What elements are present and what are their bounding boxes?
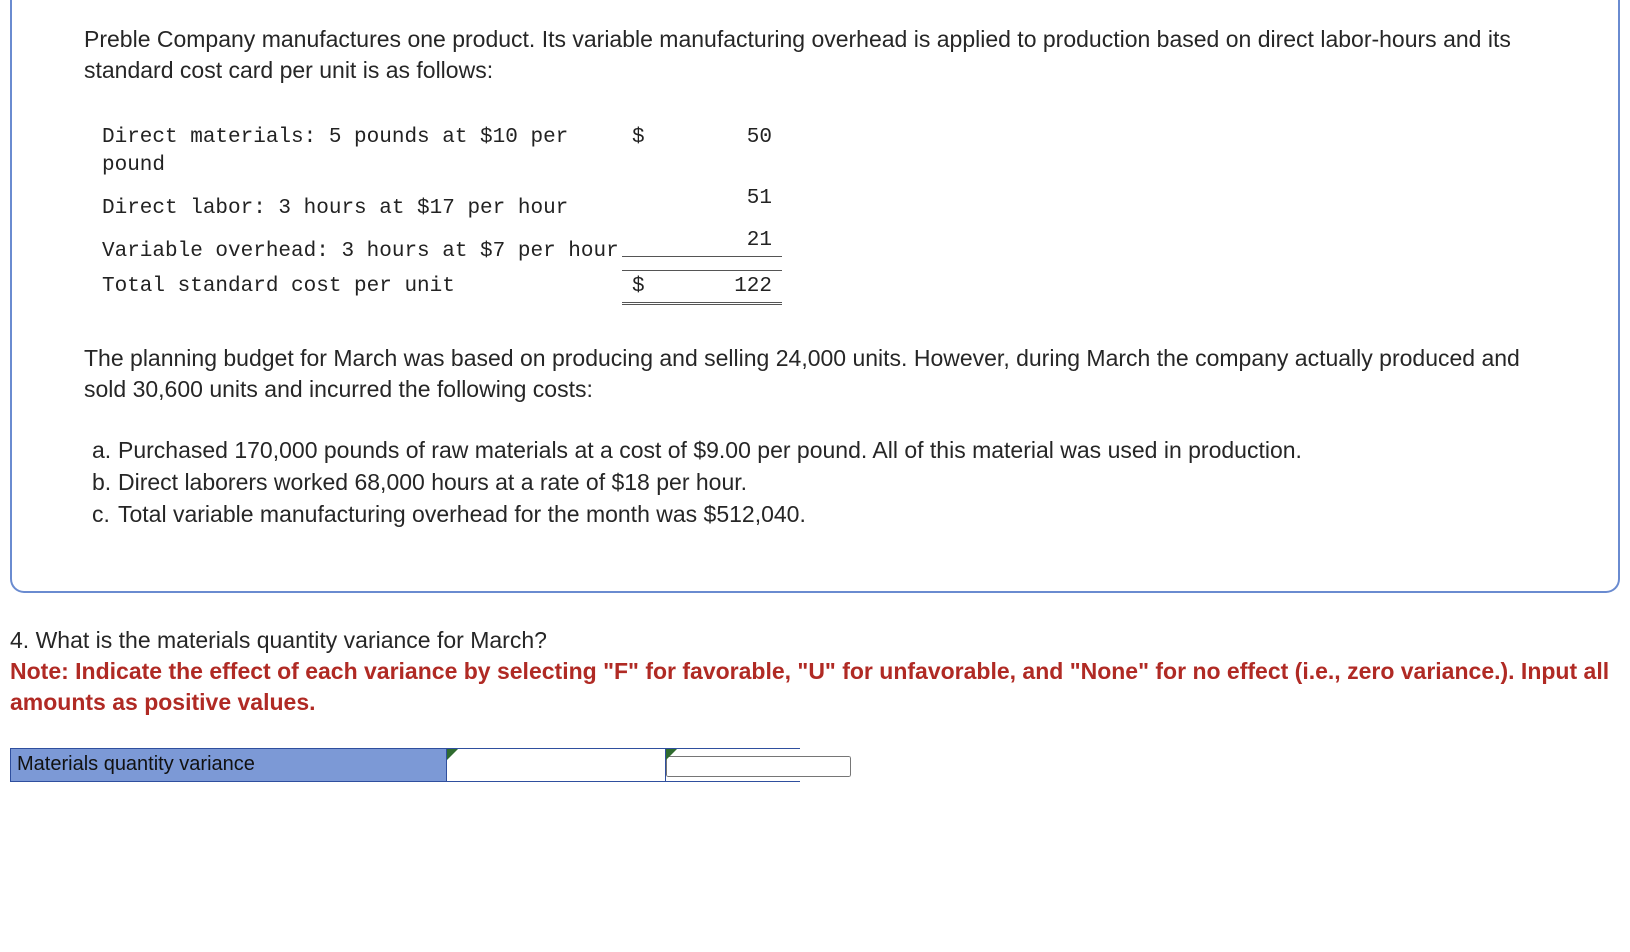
cost-row-label: Direct labor: 3 hours at $17 per hour [102, 195, 622, 223]
list-item: b. Direct laborers worked 68,000 hours a… [92, 467, 1546, 498]
cost-row-amount: $ 122 [622, 270, 782, 304]
question-text: What is the materials quantity variance … [36, 627, 547, 653]
currency-symbol: $ [632, 124, 648, 152]
amount-value: 21 [648, 227, 772, 255]
cost-row-label: Variable overhead: 3 hours at $7 per hou… [102, 238, 622, 266]
variance-amount-cell[interactable] [447, 749, 666, 781]
list-text: Purchased 170,000 pounds of raw material… [118, 435, 1546, 466]
list-item: a. Purchased 170,000 pounds of raw mater… [92, 435, 1546, 466]
currency-symbol: $ [632, 273, 648, 301]
answer-table: Materials quantity variance [10, 748, 800, 782]
list-item: c. Total variable manufacturing overhead… [92, 499, 1546, 530]
cost-row: Variable overhead: 3 hours at $7 per hou… [102, 225, 802, 268]
currency-symbol [632, 227, 648, 255]
list-marker: b. [92, 467, 118, 498]
cost-row-label: Total standard cost per unit [102, 273, 622, 301]
answer-row-label: Materials quantity variance [11, 749, 447, 781]
question-note: Note: Indicate the effect of each varian… [10, 658, 1609, 715]
cost-row: Direct materials: 5 pounds at $10 per po… [102, 122, 802, 183]
currency-symbol [632, 185, 648, 213]
question-number: 4. [10, 627, 29, 653]
cost-row-amount: 51 [622, 185, 782, 213]
list-marker: a. [92, 435, 118, 466]
editable-indicator-icon [666, 749, 677, 760]
list-text: Total variable manufacturing overhead fo… [118, 499, 1546, 530]
editable-indicator-icon [447, 749, 458, 760]
question-block: 4. What is the materials quantity varian… [10, 625, 1620, 718]
list-text: Direct laborers worked 68,000 hours at a… [118, 467, 1546, 498]
standard-cost-card: Direct materials: 5 pounds at $10 per po… [102, 122, 802, 306]
amount-value: 51 [648, 185, 772, 213]
cost-row-amount: $ 50 [622, 124, 782, 152]
variance-effect-cell[interactable] [666, 749, 851, 781]
intro-paragraph: Preble Company manufactures one product.… [84, 24, 1546, 86]
variance-amount-input[interactable] [447, 749, 665, 781]
list-marker: c. [92, 499, 118, 530]
cost-row: Direct labor: 3 hours at $17 per hour 51 [102, 183, 802, 226]
cost-row-label: Direct materials: 5 pounds at $10 per po… [102, 124, 622, 181]
amount-value: 122 [648, 273, 772, 301]
cost-row-amount: 21 [622, 227, 782, 256]
amount-value: 50 [648, 124, 772, 152]
cost-total-row: Total standard cost per unit $ 122 [102, 268, 802, 306]
problem-box: Preble Company manufactures one product.… [10, 0, 1620, 593]
cost-facts-list: a. Purchased 170,000 pounds of raw mater… [84, 435, 1546, 530]
mid-paragraph: The planning budget for March was based … [84, 343, 1546, 405]
variance-effect-input[interactable] [666, 756, 851, 777]
